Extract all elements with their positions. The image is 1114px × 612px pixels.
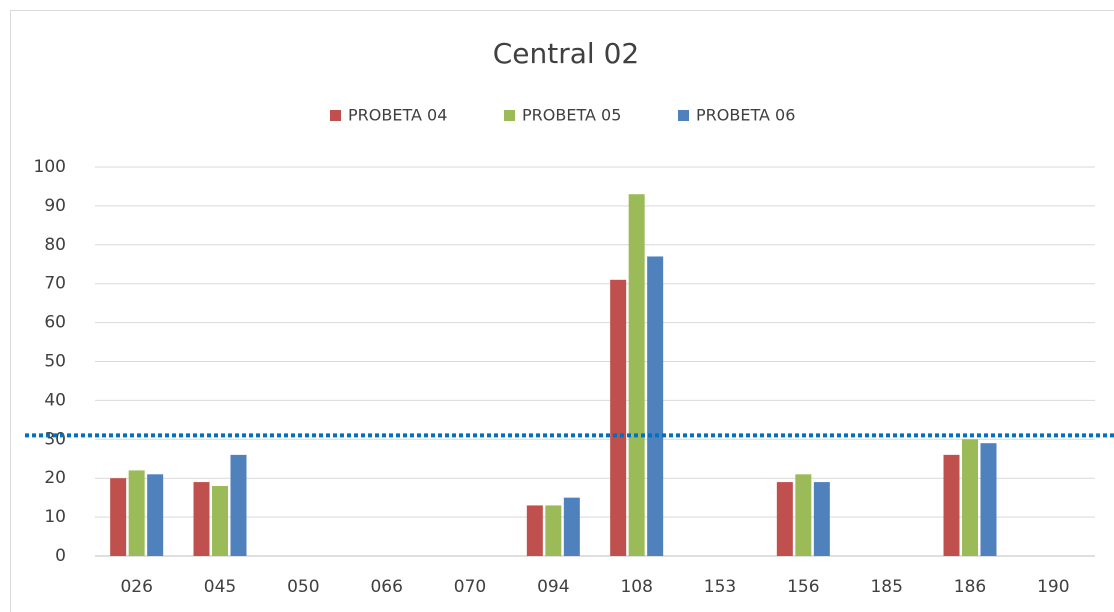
bar (647, 256, 664, 556)
x-tick-label: 045 (204, 577, 236, 597)
x-tick-label: 108 (620, 577, 652, 597)
x-tick-label: 094 (537, 577, 569, 597)
bar (147, 474, 164, 556)
y-tick-label: 20 (44, 468, 66, 488)
y-tick-label: 0 (55, 546, 66, 566)
legend-swatch (678, 110, 689, 121)
x-tick-label: 050 (287, 577, 319, 597)
y-tick-label: 90 (44, 196, 66, 216)
bar (110, 478, 127, 556)
bar (943, 454, 960, 556)
y-tick-label: 60 (44, 313, 66, 333)
bar (962, 439, 978, 556)
y-tick-label: 30 (44, 429, 66, 449)
legend-swatch (330, 110, 341, 121)
bar (212, 485, 228, 556)
legend-label: PROBETA 05 (522, 106, 621, 125)
bar (563, 497, 580, 556)
bar (776, 482, 793, 556)
bar (980, 443, 997, 556)
legend-swatch (504, 110, 515, 121)
x-tick-label: 185 (870, 577, 902, 597)
bar (526, 505, 543, 556)
bar (193, 482, 210, 556)
x-tick-label: 156 (787, 577, 819, 597)
legend-label: PROBETA 06 (696, 106, 795, 125)
bar (813, 482, 830, 556)
y-tick-label: 80 (44, 235, 66, 255)
bar (610, 279, 627, 556)
y-tick-label: 70 (44, 274, 66, 294)
x-tick-label: 186 (954, 577, 986, 597)
x-tick-label: 153 (704, 577, 736, 597)
x-tick-label: 190 (1037, 577, 1069, 597)
x-tick-label: 026 (120, 577, 152, 597)
bar (230, 454, 247, 556)
bar (128, 470, 145, 556)
y-tick-label: 100 (34, 157, 66, 177)
y-tick-label: 50 (44, 352, 66, 372)
y-tick-label: 10 (44, 507, 66, 527)
legend-label: PROBETA 04 (348, 106, 447, 125)
x-tick-label: 066 (370, 577, 402, 597)
bar (795, 474, 812, 556)
bar (628, 194, 645, 557)
bar (545, 505, 562, 556)
y-tick-label: 40 (44, 390, 66, 410)
chart-title: Central 02 (493, 37, 639, 70)
x-tick-label: 070 (454, 577, 486, 597)
